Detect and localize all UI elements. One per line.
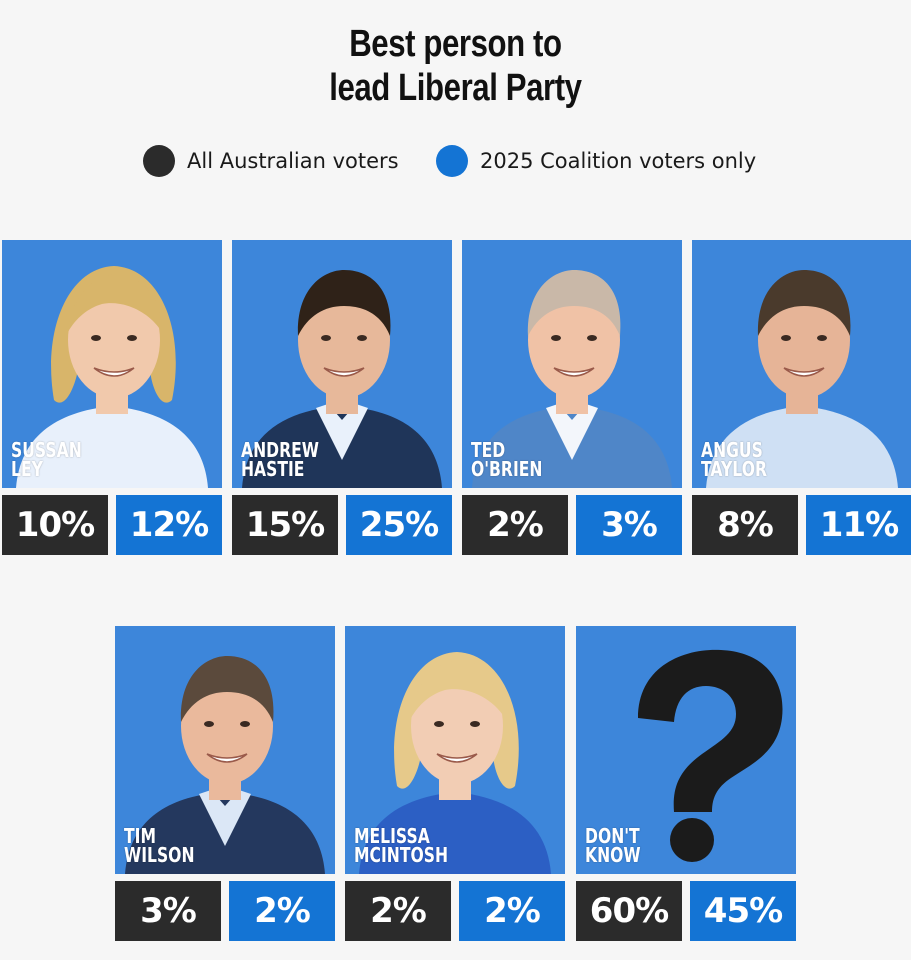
candidate-name-line: TED <box>471 438 506 462</box>
candidate-name-line: MELISSA <box>354 824 430 848</box>
value-all-voters: 60% <box>576 881 682 941</box>
candidate-name-line: WILSON <box>124 843 195 867</box>
legend-dot-coalition-voters <box>436 145 468 177</box>
candidate-name: SUSSAN LEY <box>11 438 82 481</box>
candidate-photo: SUSSAN LEY <box>2 240 222 488</box>
question-mark-icon: DON'T KNOW <box>576 626 796 874</box>
value-coalition-voters: 2% <box>229 881 335 941</box>
title-line-2: lead Liberal Party <box>329 67 582 109</box>
value-all-voters: 10% <box>2 495 108 555</box>
candidate-name-line: SUSSAN <box>11 438 82 462</box>
value-coalition-voters: 11% <box>806 495 911 555</box>
candidate-photo: TED O'BRIEN <box>462 240 682 488</box>
candidate-name-line: O'BRIEN <box>471 457 543 481</box>
candidate-photo: MELISSA MCINTOSH <box>345 626 565 874</box>
percentage-row: 15% 25% <box>232 495 452 555</box>
candidate-name-line: HASTIE <box>241 457 305 481</box>
value-coalition-voters: 2% <box>459 881 565 941</box>
chart-title: Best person to lead Liberal Party <box>82 22 829 110</box>
legend-item-all-voters: All Australian voters <box>143 143 399 179</box>
percentage-row: 60% 45% <box>576 881 796 941</box>
portrait-illustration <box>359 652 551 874</box>
candidate-name: TIM WILSON <box>124 824 195 867</box>
value-all-voters: 15% <box>232 495 338 555</box>
candidate-name-line: ANDREW <box>241 438 319 462</box>
percentage-row: 2% 3% <box>462 495 682 555</box>
value-all-voters: 3% <box>115 881 221 941</box>
value-coalition-voters: 25% <box>346 495 452 555</box>
value-coalition-voters: 12% <box>116 495 222 555</box>
percentage-row: 8% 11% <box>692 495 911 555</box>
candidate-photo: ANGUS TAYLOR <box>692 240 911 488</box>
portrait-illustration <box>16 266 208 488</box>
candidate-name-line: ANGUS <box>701 438 763 462</box>
candidate-photo: ANDREW HASTIE <box>232 240 452 488</box>
portrait-illustration <box>125 656 325 874</box>
candidate-photo: TIM WILSON <box>115 626 335 874</box>
percentage-row: 10% 12% <box>2 495 222 555</box>
legend-label-coalition-voters: 2025 Coalition voters only <box>480 149 757 173</box>
candidate-name: ANGUS TAYLOR <box>701 438 767 481</box>
value-coalition-voters: 45% <box>690 881 796 941</box>
candidate-name: DON'T KNOW <box>585 824 641 867</box>
value-all-voters: 8% <box>692 495 798 555</box>
candidate-name: MELISSA MCINTOSH <box>354 824 449 867</box>
portrait-illustration <box>706 270 898 488</box>
title-line-1: Best person to <box>349 23 562 65</box>
portrait-illustration <box>242 270 442 488</box>
percentage-row: 2% 2% <box>345 881 565 941</box>
candidate-name: ANDREW HASTIE <box>241 438 319 481</box>
candidate-name-line: DON'T <box>585 824 640 848</box>
legend: All Australian voters 2025 Coalition vot… <box>0 143 911 179</box>
value-coalition-voters: 3% <box>576 495 682 555</box>
candidate-name: TED O'BRIEN <box>471 438 543 481</box>
candidate-name-line: TAYLOR <box>701 457 767 481</box>
candidate-name-line: TIM <box>124 824 156 848</box>
portrait-illustration <box>472 270 672 488</box>
candidate-name-line: MCINTOSH <box>354 843 449 867</box>
legend-label-all-voters: All Australian voters <box>187 149 399 173</box>
candidate-name-line: KNOW <box>585 843 641 867</box>
percentage-row: 3% 2% <box>115 881 335 941</box>
value-all-voters: 2% <box>462 495 568 555</box>
portrait-illustration <box>638 649 783 862</box>
legend-dot-all-voters <box>143 145 175 177</box>
value-all-voters: 2% <box>345 881 451 941</box>
candidate-name-line: LEY <box>11 457 43 481</box>
legend-item-coalition-voters: 2025 Coalition voters only <box>436 143 756 179</box>
